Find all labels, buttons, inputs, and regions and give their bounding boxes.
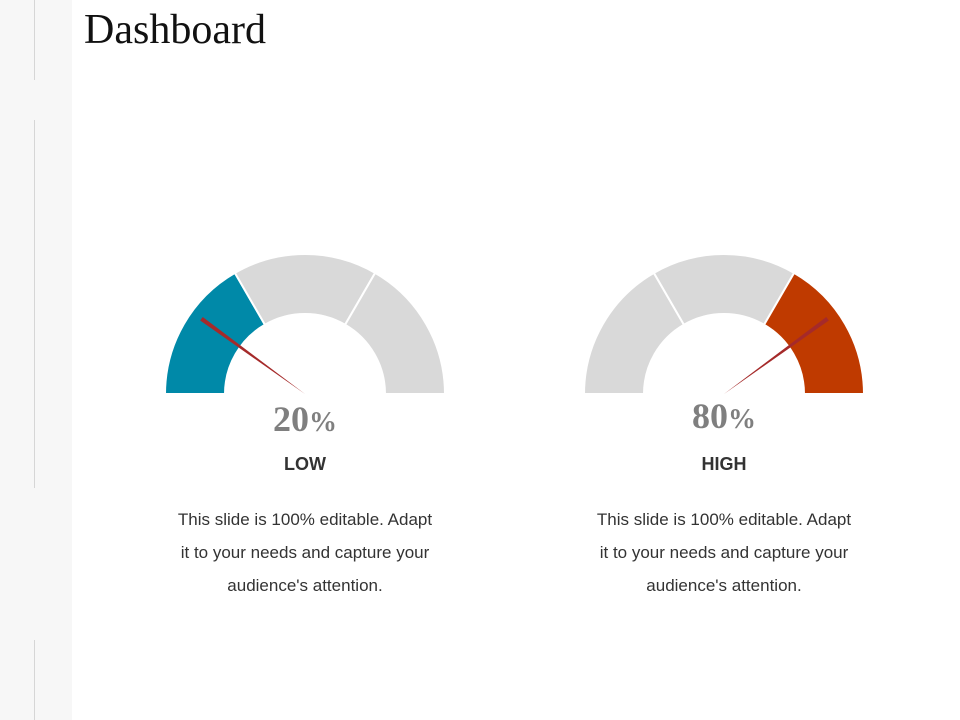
gauge-high-percent: 80%	[574, 395, 874, 437]
gauge-high-dial	[582, 253, 866, 395]
gauge-high: 80% HIGH This slide is 100% editable. Ad…	[574, 240, 874, 620]
strip-divider	[34, 0, 35, 80]
description-line: audience's attention.	[646, 576, 802, 595]
gauge-high-unit: %	[728, 404, 756, 435]
gauge-low: 20% LOW This slide is 100% editable. Ada…	[155, 240, 455, 620]
description-line: it to your needs and capture your	[599, 543, 849, 562]
gauge-low-percent: 20%	[155, 398, 455, 440]
page-title: Dashboard	[84, 7, 266, 53]
description-line: This slide is 100% editable. Adapt	[177, 510, 433, 529]
left-margin-strip	[0, 0, 72, 720]
gauge-low-label: LOW	[284, 454, 326, 474]
gauge-low-description: This slide is 100% editable. Adapt it to…	[155, 503, 455, 602]
gauge-high-description: This slide is 100% editable. Adapt it to…	[574, 503, 874, 602]
description-line: it to your needs and capture your	[180, 543, 430, 562]
strip-divider	[34, 120, 35, 488]
gauge-low-value: 20	[273, 399, 309, 439]
gauge-high-label: HIGH	[701, 454, 747, 474]
gauge-segment-3	[343, 271, 447, 395]
description-line: audience's attention.	[227, 576, 383, 595]
gauge-needle	[200, 316, 305, 394]
description-line: This slide is 100% editable. Adapt	[596, 510, 852, 529]
gauge-needle	[724, 316, 829, 394]
gauge-segment-3	[762, 271, 866, 395]
strip-divider	[34, 640, 35, 720]
gauge-low-unit: %	[309, 407, 337, 438]
gauge-high-value: 80	[692, 396, 728, 436]
gauge-low-dial	[163, 253, 447, 395]
